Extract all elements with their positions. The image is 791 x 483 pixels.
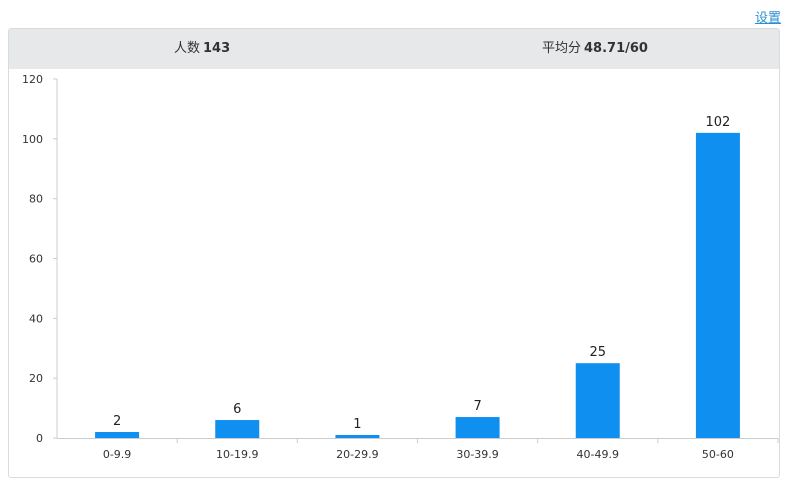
average-score-label: 平均分 [542, 41, 582, 56]
x-tick-label: 0-9.9 [103, 448, 131, 461]
x-tick-label: 40-49.9 [577, 448, 619, 461]
summary-header: 人数 143 平均分 48.71/60 [9, 29, 779, 69]
data-label: 6 [233, 402, 241, 417]
y-tick-label: 0 [36, 432, 43, 445]
data-label: 7 [473, 399, 481, 414]
data-label: 1 [353, 417, 361, 432]
bar-20-29.9 [335, 435, 380, 438]
bar-50-60 [695, 132, 740, 438]
settings-link[interactable]: 设置 [754, 11, 781, 26]
participant-count-label: 人数 [174, 41, 201, 56]
y-tick-label: 80 [29, 193, 43, 206]
average-score-value: 48.71/60 [584, 41, 648, 56]
data-label: 102 [706, 115, 731, 130]
bar-30-39.9 [455, 417, 500, 438]
x-tick-label: 20-29.9 [336, 448, 378, 461]
y-tick-label: 60 [29, 253, 43, 266]
y-tick-label: 120 [22, 73, 43, 86]
y-tick-label: 20 [29, 372, 43, 385]
bar-40-49.9 [575, 363, 620, 438]
x-tick-label: 10-19.9 [216, 448, 258, 461]
x-tick-label: 50-60 [702, 448, 734, 461]
x-tick-label: 30-39.9 [456, 448, 498, 461]
participant-count: 人数 143 [174, 29, 230, 69]
data-label: 2 [113, 414, 121, 429]
data-label: 25 [589, 345, 606, 360]
bar-0-9.9 [95, 432, 140, 438]
participant-count-value: 143 [203, 41, 231, 56]
score-distribution-panel: 人数 143 平均分 48.71/60 [8, 28, 780, 478]
average-score: 平均分 48.71/60 [542, 29, 648, 69]
y-tick-label: 40 [29, 312, 43, 325]
y-tick-label: 100 [22, 133, 43, 146]
bar-10-19.9 [215, 420, 260, 438]
